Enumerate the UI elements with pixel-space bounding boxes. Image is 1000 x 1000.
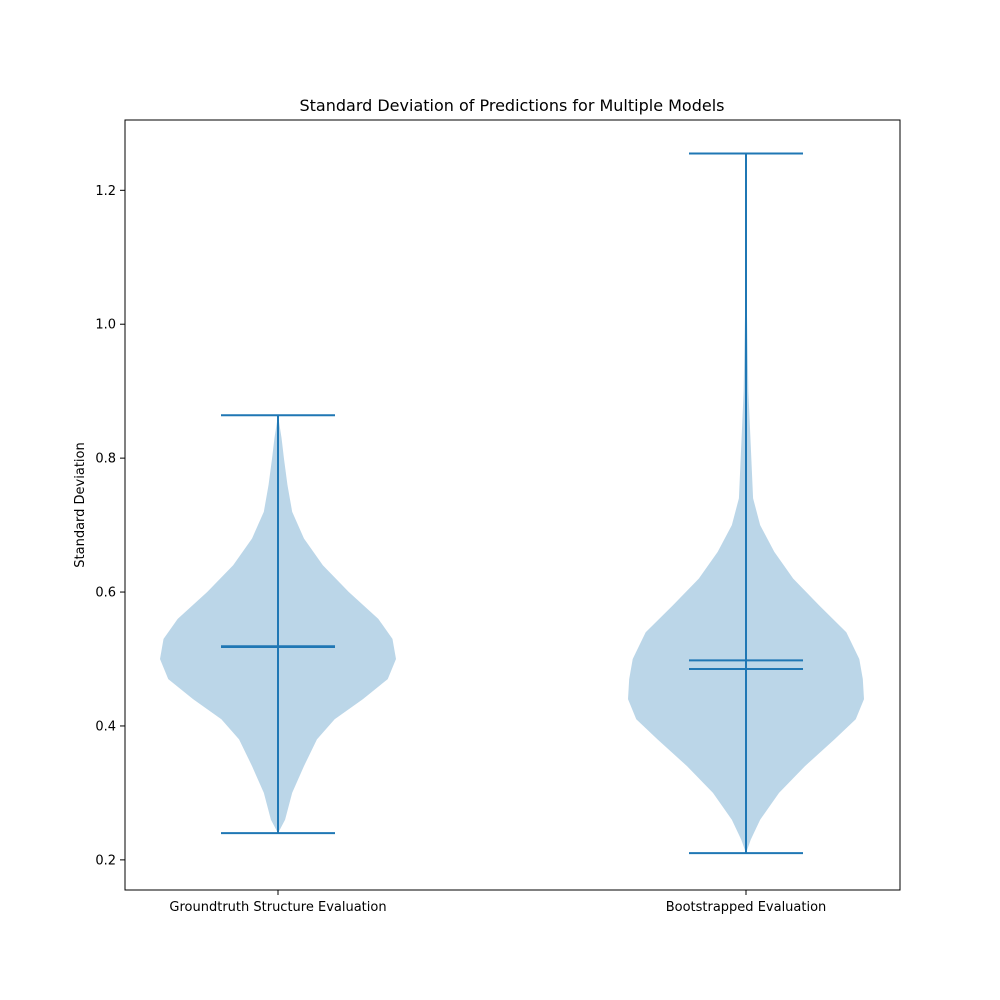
- y-axis-label: Standard Deviation: [73, 442, 88, 567]
- y-tick-label: 0.2: [95, 853, 116, 868]
- y-tick-label: 0.8: [95, 452, 116, 467]
- axes-frame: [124, 119, 901, 891]
- plot-area: [160, 152, 864, 855]
- x-tick-label: Bootstrapped Evaluation: [666, 900, 827, 915]
- y-tick-label: 0.4: [95, 719, 116, 734]
- x-tick-label: Groundtruth Structure Evaluation: [169, 900, 386, 915]
- axes: 0.2 0.4 0.6 0.8 1.0 1.2 Groundtruth Structure …: [95, 119, 901, 915]
- y-tick-label: 1.2: [95, 184, 116, 199]
- y-tick-label: 1.0: [95, 318, 116, 333]
- chart-title: Standard Deviation of Predictions for Mu…: [299, 96, 724, 115]
- y-tick-label: 0.6: [95, 586, 116, 601]
